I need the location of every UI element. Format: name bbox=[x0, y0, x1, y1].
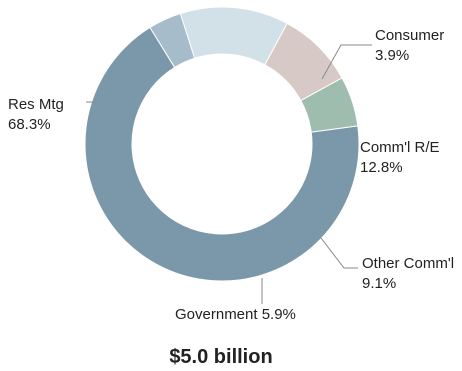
label-other-comml-value: 9.1% bbox=[362, 275, 396, 292]
label-consumer-value: 3.9% bbox=[375, 47, 409, 64]
label-other-comml-name: Other Comm'l bbox=[362, 255, 454, 272]
leader-consumer bbox=[321, 44, 372, 80]
slice-res-mtg bbox=[84, 26, 360, 282]
total-label: $5.0 billion bbox=[169, 346, 272, 368]
leader-lines-group bbox=[86, 44, 372, 304]
label-comml-re-value: 12.8% bbox=[360, 159, 403, 176]
slice-government bbox=[300, 77, 359, 133]
slices-group bbox=[84, 6, 360, 282]
label-comml-re-name: Comm'l R/E bbox=[360, 139, 440, 156]
label-government: Government 5.9% bbox=[175, 306, 296, 323]
label-consumer-name: Consumer bbox=[375, 27, 444, 44]
label-res-mtg-name: Res Mtg bbox=[8, 96, 64, 113]
leader-other-comml bbox=[320, 237, 358, 269]
label-res-mtg-value: 68.3% bbox=[8, 116, 51, 133]
